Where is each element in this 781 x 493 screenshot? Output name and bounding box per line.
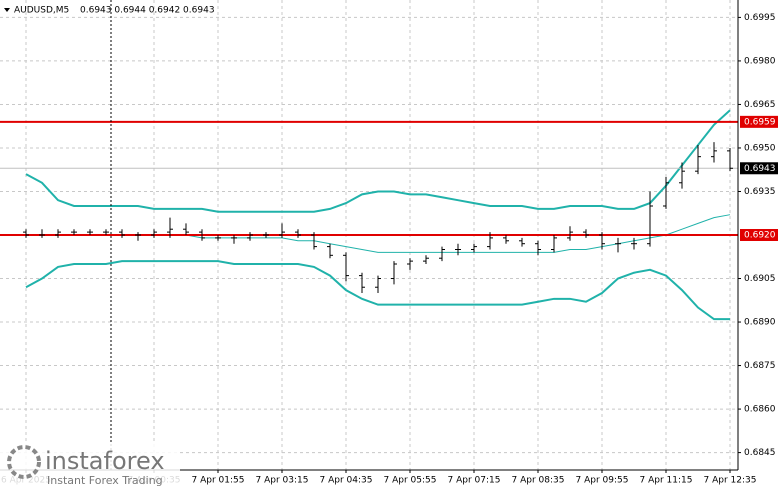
symbol: AUDUSD,M5 bbox=[14, 6, 69, 16]
x-tick-label: 7 Apr 11:15 bbox=[640, 476, 693, 486]
logo-icon bbox=[7, 445, 41, 479]
y-tick-label: 0.6845 bbox=[744, 448, 776, 458]
logo-bg bbox=[0, 443, 180, 489]
logo-tagline: Instant Forex Trading bbox=[47, 474, 163, 487]
x-tick-label: 7 Apr 12:35 bbox=[704, 476, 757, 486]
y-tick-label: 0.6980 bbox=[744, 56, 776, 66]
bollinger-lower bbox=[25, 260, 730, 321]
y-tick-label: 0.6965 bbox=[744, 100, 776, 110]
logo: instaforex Instant Forex Trading bbox=[0, 443, 180, 489]
x-tick-label: 7 Apr 08:35 bbox=[512, 476, 565, 486]
x-tick-label: 7 Apr 01:55 bbox=[192, 476, 245, 486]
x-tick-label: 7 Apr 05:55 bbox=[384, 476, 437, 486]
y-tick-label: 0.6995 bbox=[744, 13, 776, 23]
level-label-bg bbox=[740, 229, 778, 241]
bollinger-upper bbox=[25, 109, 731, 213]
y-tick-label: 0.6875 bbox=[744, 361, 776, 371]
level-label-bg bbox=[740, 115, 778, 128]
y-tick-label: 0.6950 bbox=[744, 143, 776, 153]
y-tick-label: 0.6935 bbox=[744, 187, 776, 197]
last-price-bg bbox=[740, 162, 778, 175]
level-label: 0.6959 bbox=[744, 117, 776, 127]
y-tick-label: 0.6890 bbox=[744, 318, 776, 328]
y-tick-label: 0.6860 bbox=[744, 405, 776, 415]
y-tick-label: 0.6905 bbox=[744, 274, 776, 284]
plot bbox=[0, 109, 738, 321]
x-tick-label: 7 Apr 04:35 bbox=[320, 476, 373, 486]
x-tick-label: 7 Apr 09:55 bbox=[576, 476, 629, 486]
header-prices: 0.6943 0.6944 0.6942 0.6943 bbox=[80, 6, 215, 16]
header-arrow bbox=[4, 8, 10, 12]
x-tick-label: 7 Apr 07:15 bbox=[448, 476, 501, 486]
logo-name: instaforex bbox=[45, 447, 165, 475]
x-tick-label: 7 Apr 03:15 bbox=[256, 476, 309, 486]
last-price-label: 0.6943 bbox=[744, 164, 776, 174]
level-label: 0.6920 bbox=[744, 231, 776, 241]
